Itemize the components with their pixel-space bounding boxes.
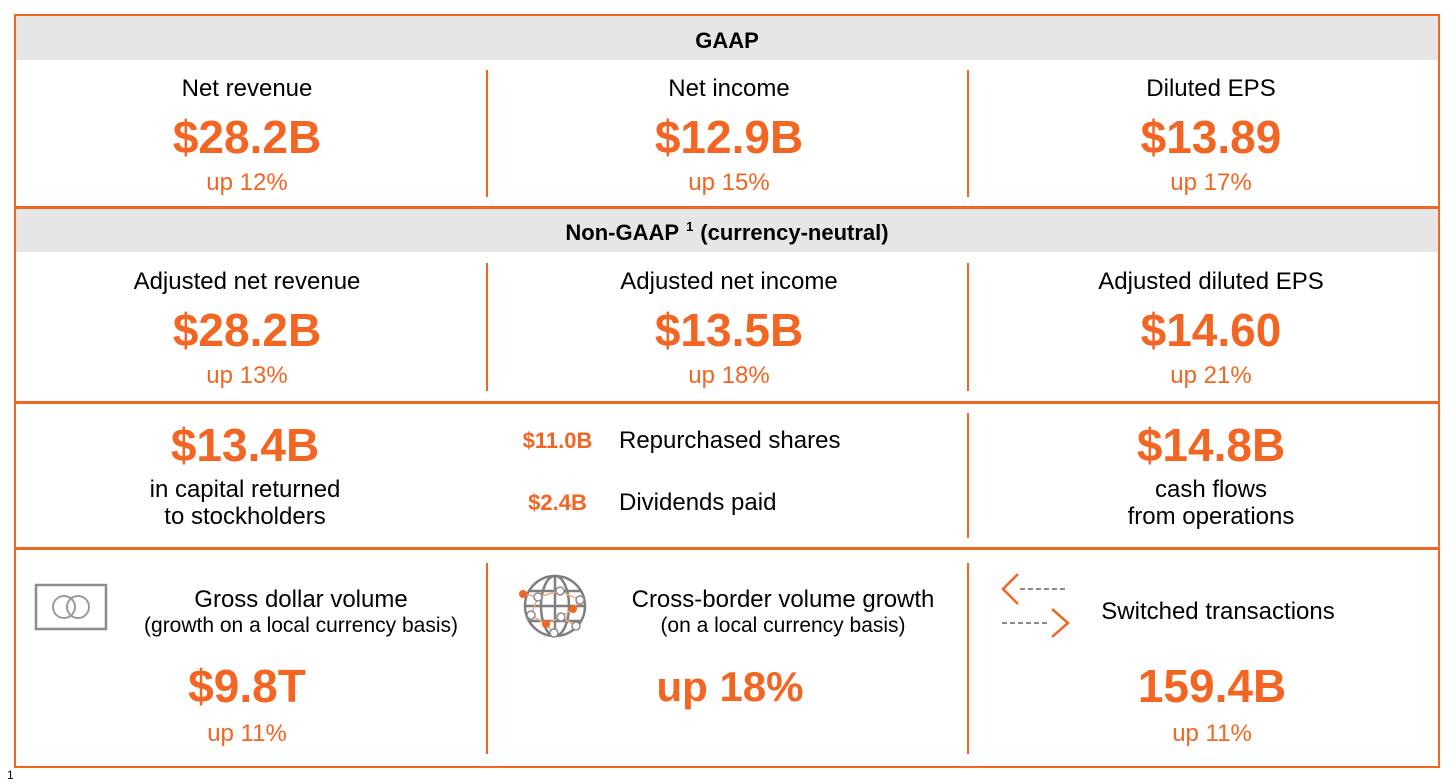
non-gaap-header-title: Non-GAAP xyxy=(565,220,680,245)
metric-change: up 17% xyxy=(1170,169,1252,196)
cross-border-volume-heading: Cross-border volume growth (on a local c… xyxy=(548,585,1018,641)
volume-subtitle: (growth on a local currency basis) xyxy=(144,614,458,637)
metric-change: up 15% xyxy=(688,169,770,196)
switched-transactions-figures: 159.4B up 11% xyxy=(977,660,1447,750)
metric-label: Adjusted diluted EPS xyxy=(1098,268,1324,295)
breakdown-label: Repurchased shares xyxy=(619,427,841,454)
breakdown-value: $11.0B xyxy=(522,428,593,453)
summary-frame xyxy=(14,14,1440,768)
metric-label: Net revenue xyxy=(181,75,313,102)
cash-flows-label-line1: cash flows xyxy=(1154,476,1268,503)
globe-network-nodes xyxy=(519,586,585,638)
volume-value: up 18% xyxy=(656,663,804,710)
capital-returned-breakdown: $11.0B Repurchased shares $2.4B Dividend… xyxy=(500,426,900,518)
cash-flows-from-operations: $14.8B cash flows from operations xyxy=(976,419,1446,531)
capital-returned-total: $13.4B in capital returned to stockholde… xyxy=(10,419,480,531)
cash-flows-label-line2: from operations xyxy=(1127,503,1295,530)
right-chevron xyxy=(1051,608,1070,638)
metric-label: Diluted EPS xyxy=(1146,75,1276,102)
column-divider xyxy=(967,263,969,391)
cash-flows-value: $14.8B xyxy=(1136,419,1286,471)
non-gaap-metric-adjusted-net-income: Adjusted net income $13.5B up 18% xyxy=(494,267,964,391)
section-divider xyxy=(16,401,1438,404)
metric-label: Adjusted net revenue xyxy=(133,268,361,295)
gaap-metric-net-revenue: Net revenue $28.2B up 12% xyxy=(12,74,482,198)
column-divider xyxy=(967,563,969,754)
volume-change: up 11% xyxy=(1172,720,1252,747)
cross-border-volume-figures: up 18% xyxy=(495,661,965,751)
metric-value: $28.2B xyxy=(172,304,322,356)
metric-label: Net income xyxy=(668,75,790,102)
metric-change: up 12% xyxy=(206,169,288,196)
metric-value: $13.89 xyxy=(1140,111,1282,163)
left-chevron xyxy=(1001,573,1019,605)
column-divider xyxy=(967,70,969,197)
breakdown-row-dividends-paid: $2.4B Dividends paid xyxy=(500,488,900,518)
metric-change: up 21% xyxy=(1170,362,1252,389)
section-divider xyxy=(16,547,1438,550)
volume-subtitle: (on a local currency basis) xyxy=(660,614,906,637)
switch-arrows-icon xyxy=(1001,573,1070,638)
capital-returned-value: $13.4B xyxy=(170,419,320,471)
metric-value: $12.9B xyxy=(654,111,804,163)
volume-change: up 11% xyxy=(207,720,287,747)
gaap-metric-net-income: Net income $12.9B up 15% xyxy=(494,74,964,198)
card-circle-left xyxy=(52,595,76,619)
footnote-marker-bottom: 1 xyxy=(7,768,14,782)
volume-title: Cross-border volume growth xyxy=(631,586,935,613)
breakdown-row-repurchased-shares: $11.0B Repurchased shares xyxy=(500,426,900,456)
column-divider xyxy=(486,263,488,391)
metric-label: Adjusted net income xyxy=(620,268,838,295)
footnote-marker: 1 xyxy=(686,219,694,234)
column-divider xyxy=(967,413,969,538)
section-divider xyxy=(16,206,1438,209)
card-icon xyxy=(34,583,108,631)
gross-dollar-volume-figures: $9.8T up 11% xyxy=(12,660,482,750)
non-gaap-metric-adjusted-net-revenue: Adjusted net revenue $28.2B up 13% xyxy=(12,267,482,391)
capital-returned-label-line1: in capital returned xyxy=(149,476,341,503)
gaap-header: GAAP xyxy=(16,16,1438,60)
breakdown-value: $2.4B xyxy=(528,490,587,515)
capital-returned-label-line2: to stockholders xyxy=(164,503,326,530)
switched-transactions-heading: Switched transactions xyxy=(983,597,1453,627)
gaap-metric-diluted-eps: Diluted EPS $13.89 up 17% xyxy=(976,74,1446,198)
non-gaap-metric-adjusted-diluted-eps: Adjusted diluted EPS $14.60 up 21% xyxy=(976,267,1446,391)
non-gaap-header-qualifier: (currency-neutral) xyxy=(700,220,889,245)
volume-value: 159.4B xyxy=(1137,660,1287,712)
gross-dollar-volume-heading: Gross dollar volume (growth on a local c… xyxy=(66,585,536,641)
volume-title: Gross dollar volume xyxy=(194,586,408,613)
volume-value: $9.8T xyxy=(188,660,306,712)
volume-title: Switched transactions xyxy=(1101,598,1335,625)
metric-change: up 18% xyxy=(688,362,770,389)
metric-value: $13.5B xyxy=(654,304,804,356)
metric-value: $28.2B xyxy=(172,111,322,163)
non-gaap-header: Non-GAAP 1 (currency-neutral) xyxy=(16,209,1438,252)
column-divider xyxy=(486,70,488,197)
metric-change: up 13% xyxy=(206,362,288,389)
card-circle-right xyxy=(66,595,90,619)
metric-value: $14.60 xyxy=(1140,304,1282,356)
breakdown-label: Dividends paid xyxy=(619,489,777,516)
card-outline xyxy=(34,583,108,631)
column-divider xyxy=(486,563,488,754)
gaap-header-title: GAAP xyxy=(695,28,759,53)
globe-icon xyxy=(519,574,587,638)
